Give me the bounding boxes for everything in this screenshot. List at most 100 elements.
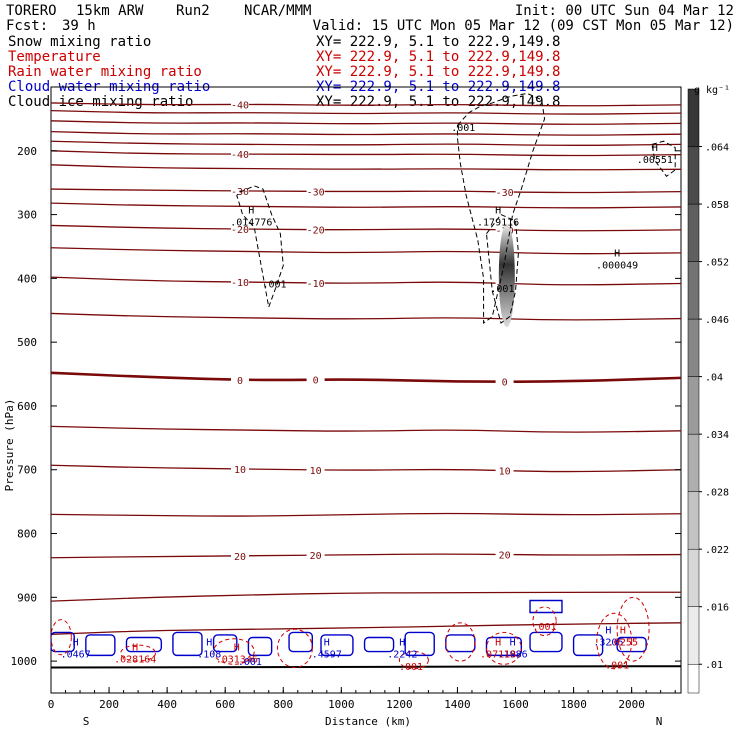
legend-temperature-xy: XY= 222.9, 5.1 to 222.9,149.8	[316, 49, 560, 65]
cloud-water-contour	[247, 636, 273, 657]
legend-cloud-ice-xy: XY= 222.9, 5.1 to 222.9,149.8	[316, 94, 560, 110]
legend-snow-xy: XY= 222.9, 5.1 to 222.9,149.8	[316, 34, 560, 50]
maximum-value: .028164	[114, 655, 156, 666]
isotherm-label-bg	[306, 549, 325, 562]
isotherm-label-bg	[495, 548, 514, 561]
isotherm-line	[51, 276, 681, 286]
rain-contour	[51, 619, 72, 656]
snow-layer	[236, 92, 676, 328]
isotherm-label-bg	[231, 373, 249, 386]
legend: Snow mixing ratio XY= 222.9, 5.1 to 222.…	[8, 34, 560, 110]
contour-label: .001	[490, 284, 514, 295]
isotherm-label-bg	[306, 373, 325, 386]
rain-contour	[532, 606, 557, 637]
isotherm-label-bg	[231, 462, 249, 475]
x-axis-left-end: S	[83, 715, 90, 728]
axes-layer: 0 200 400 600 800 1000 1200 1400 1600 1800 2000200…	[11, 145, 681, 711]
isotherm-line	[51, 164, 681, 171]
rain-layer	[51, 596, 650, 670]
colorbar-tick-label: .01	[705, 660, 723, 671]
isotherm-label: -40	[231, 150, 249, 161]
isotherm-label-bg	[231, 184, 249, 197]
isotherm-label-bg	[495, 464, 514, 477]
isotherm-label-bg	[495, 185, 514, 198]
isotherm-line	[51, 131, 681, 136]
isotherm-label: 20	[234, 552, 246, 563]
x-tick-label: 1200	[386, 698, 413, 711]
maximum-marker: H	[399, 638, 405, 649]
maximum-marker: H	[234, 643, 240, 654]
isotherm-line	[51, 202, 681, 209]
x-tick-label: 200	[99, 698, 119, 711]
cloud-water-contour	[445, 634, 476, 653]
colorbar-tick-label: .028	[705, 488, 729, 499]
colorbar-tick-label: .04	[705, 373, 723, 384]
y-tick-label: 500	[17, 336, 37, 349]
rain-contour	[398, 651, 429, 670]
contour-label: .001	[263, 279, 287, 290]
maximum-marker: H	[132, 643, 138, 654]
isotherm-label: -10	[231, 278, 249, 289]
maximum-value: .00551	[637, 155, 673, 166]
rain-contour	[445, 622, 476, 662]
colorbar-tick-label: .064	[705, 143, 729, 154]
maximum-value: .108	[197, 650, 221, 661]
colorbar-segment	[687, 146, 700, 205]
isotherm-label-bg	[306, 276, 325, 289]
cloud-water-contour	[288, 631, 313, 653]
isotherm-line	[51, 312, 681, 321]
x-axis-title: Distance (km)	[325, 715, 411, 728]
maximum-marker: H	[614, 248, 620, 259]
isotherm-label: -30	[307, 187, 325, 198]
isotherm-layer: -40-40-30-30-30-20-20-20-10-10-100001010…	[51, 98, 681, 635]
y-tick-label: 800	[17, 528, 37, 541]
colorbar-segment	[687, 203, 700, 262]
maximum-marker: H	[605, 625, 611, 636]
maximum-marker: H	[652, 143, 658, 154]
cloud-water-contour	[529, 631, 563, 653]
maximum-marker: H	[495, 206, 501, 217]
isotherm-line	[51, 464, 681, 473]
colorbar-segment	[687, 491, 700, 550]
colorbar-segment	[687, 88, 700, 147]
maximum-marker: H	[495, 638, 501, 649]
colorbar-segment	[687, 261, 700, 320]
isotherm-label-bg	[495, 375, 514, 388]
cloud-water-contour	[529, 599, 563, 614]
legend-rain-xy: XY= 222.9, 5.1 to 222.9,149.8	[316, 64, 560, 80]
isotherm-label-bg	[306, 185, 325, 198]
colorbar-segment	[687, 318, 700, 377]
isotherm-line	[51, 371, 681, 384]
snow-contour	[456, 92, 546, 325]
isotherm-label: 10	[234, 465, 246, 476]
colorbar-tick-label: .058	[705, 200, 729, 211]
x-axis-right-end: N	[656, 715, 663, 728]
isotherm-label: -20	[231, 225, 249, 236]
isotherm-label: 20	[499, 551, 511, 562]
colorbar-tick-label: .034	[705, 430, 729, 441]
rain-contour	[213, 638, 255, 665]
contour-label: .001	[605, 660, 629, 671]
header-fcst-value: 39 h	[62, 18, 96, 34]
maximum-value: .014776	[230, 218, 272, 229]
contour-label: .001	[451, 123, 475, 134]
isotherm-line	[51, 425, 681, 433]
maximum-marker: H	[620, 625, 626, 636]
maximum-value: .07118	[480, 650, 516, 661]
snow-contour	[236, 185, 284, 309]
isotherm-label: -30	[496, 188, 514, 199]
header-resolution: 15km ARW	[76, 3, 144, 19]
isotherm-label: 0	[313, 376, 319, 387]
isotherm-label: 0	[237, 376, 243, 387]
colorbar-segment	[687, 376, 700, 435]
y-tick-label: 300	[17, 209, 37, 222]
maximum-marker: H	[73, 638, 79, 649]
isotherm-line	[51, 150, 681, 157]
cloud-water-contour	[363, 636, 395, 653]
rain-contour	[596, 612, 633, 670]
isotherm-label-bg	[231, 276, 249, 289]
isotherm-label: -40	[231, 100, 249, 111]
contour-label: .001	[238, 657, 262, 668]
header-valid: Valid: 15 UTC Mon 05 Mar 12 (09 CST Mon …	[313, 18, 734, 34]
